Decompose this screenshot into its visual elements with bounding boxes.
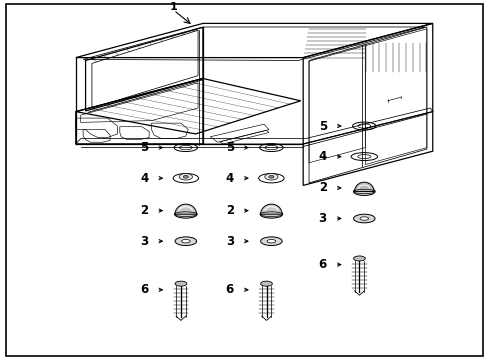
- Ellipse shape: [359, 217, 368, 220]
- Ellipse shape: [268, 175, 273, 178]
- Polygon shape: [260, 204, 282, 214]
- Ellipse shape: [353, 256, 365, 261]
- Text: 2: 2: [140, 204, 148, 217]
- Text: 6: 6: [318, 258, 326, 271]
- Ellipse shape: [260, 237, 282, 246]
- Ellipse shape: [260, 210, 282, 218]
- Text: 2: 2: [225, 204, 233, 217]
- Text: 1: 1: [169, 2, 177, 12]
- Ellipse shape: [266, 239, 275, 243]
- Text: 6: 6: [225, 283, 233, 296]
- Ellipse shape: [175, 281, 186, 286]
- Text: 5: 5: [140, 141, 148, 154]
- Ellipse shape: [353, 214, 374, 223]
- Text: 6: 6: [140, 283, 148, 296]
- Ellipse shape: [179, 174, 192, 180]
- Ellipse shape: [183, 175, 188, 178]
- Text: 4: 4: [318, 150, 326, 163]
- Ellipse shape: [264, 174, 278, 180]
- Ellipse shape: [181, 239, 190, 243]
- Text: 4: 4: [140, 172, 148, 185]
- Text: 3: 3: [225, 235, 233, 248]
- Text: 3: 3: [140, 235, 148, 248]
- Ellipse shape: [260, 281, 272, 286]
- Polygon shape: [354, 182, 373, 192]
- Ellipse shape: [353, 188, 374, 195]
- Text: 4: 4: [225, 172, 233, 185]
- Ellipse shape: [175, 237, 196, 246]
- Text: 2: 2: [318, 181, 326, 194]
- Text: 5: 5: [318, 120, 326, 132]
- Polygon shape: [175, 204, 196, 214]
- Text: 3: 3: [318, 212, 326, 225]
- Ellipse shape: [174, 210, 197, 218]
- Text: 5: 5: [225, 141, 233, 154]
